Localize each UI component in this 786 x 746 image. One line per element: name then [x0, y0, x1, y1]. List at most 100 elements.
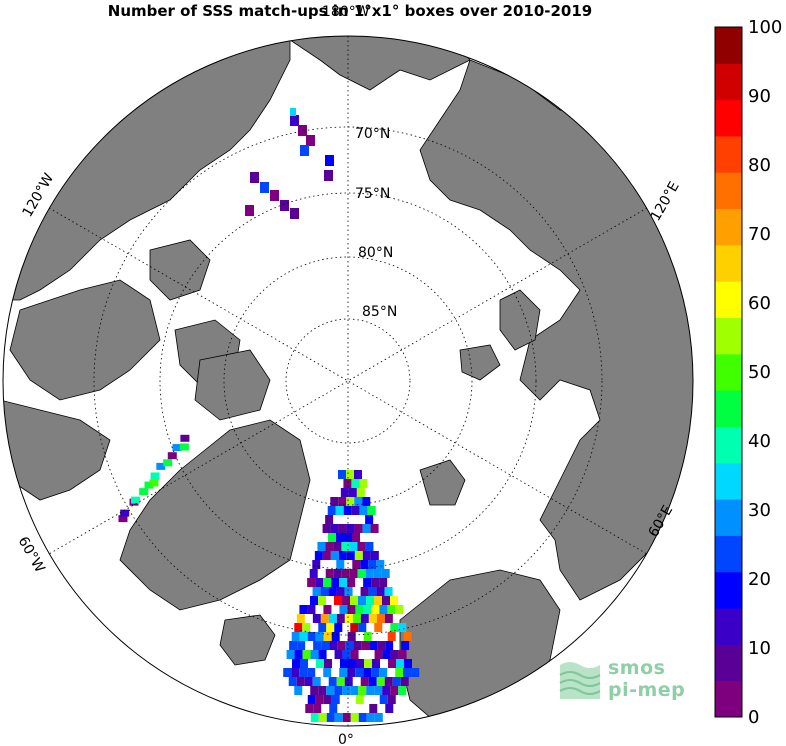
colorbar-tick-label: 30	[748, 500, 771, 521]
matchup-cell	[390, 650, 399, 659]
matchup-cell	[312, 677, 321, 686]
matchup-cell	[314, 551, 323, 560]
matchup-cell	[270, 190, 279, 201]
matchup-cell	[327, 506, 336, 515]
matchup-cell	[341, 569, 350, 578]
matchup-cell	[326, 686, 335, 695]
matchup-cell	[403, 668, 412, 677]
matchup-cell	[328, 587, 337, 596]
matchup-cell	[381, 569, 390, 578]
matchup-cell	[326, 713, 335, 722]
matchup-cell	[390, 686, 399, 695]
land-archipelago-1	[9, 279, 161, 401]
matchup-cell	[368, 677, 377, 686]
matchup-cell	[179, 443, 189, 451]
parallel-85	[285, 318, 411, 444]
matchup-cell	[296, 677, 305, 686]
matchup-cell	[385, 704, 394, 713]
colorbar-swatch	[715, 63, 742, 101]
matchup-cell	[342, 713, 351, 722]
matchup-cell	[323, 605, 332, 614]
matchup-cell	[313, 641, 322, 650]
matchup-cell	[330, 551, 339, 560]
matchup-cell	[307, 632, 316, 641]
matchup-cell	[384, 587, 393, 596]
matchup-cell	[384, 614, 393, 623]
matchup-cell	[363, 632, 372, 641]
matchup-cell	[382, 686, 391, 695]
matchup-cell	[346, 470, 354, 479]
matchup-cell	[338, 524, 347, 533]
matchup-cell	[346, 551, 355, 560]
colorbar-swatch	[715, 244, 742, 282]
matchup-cell	[392, 677, 401, 686]
matchup-cell	[350, 650, 359, 659]
colorbar-swatch	[715, 644, 742, 682]
lat-label-75: 75°N	[355, 186, 390, 202]
matchup-cell	[395, 668, 404, 677]
matchup-cell	[342, 650, 351, 659]
matchup-cell	[374, 623, 383, 632]
matchup-cell	[355, 668, 364, 677]
matchup-cell	[294, 686, 303, 695]
matchup-cell	[382, 650, 391, 659]
matchup-cell	[360, 677, 369, 686]
matchup-cell	[298, 125, 307, 136]
matchup-cell	[163, 459, 173, 467]
matchup-cell	[360, 560, 369, 569]
land-ellesmere	[194, 349, 271, 421]
matchup-cell	[297, 641, 306, 650]
matchup-cell	[359, 479, 368, 488]
matchup-cell	[245, 205, 254, 216]
matchup-cell	[307, 668, 316, 677]
matchup-cell	[305, 704, 314, 713]
matchup-cell	[346, 524, 355, 533]
matchup-cell	[350, 713, 359, 722]
matchup-cell	[363, 605, 372, 614]
matchup-cell	[294, 650, 303, 659]
lon-label-180: 180°W	[322, 4, 370, 20]
matchup-cell	[296, 614, 305, 623]
matchup-cell	[356, 659, 364, 668]
colorbar-tick-label: 60	[748, 293, 771, 314]
matchup-cell	[280, 200, 289, 211]
matchup-cell	[326, 623, 335, 632]
matchup-cell	[344, 587, 353, 596]
matchup-cell	[384, 677, 393, 686]
matchup-cell	[358, 713, 367, 722]
matchup-cell	[302, 623, 311, 632]
matchup-cell	[367, 506, 376, 515]
matchup-cell	[172, 444, 182, 452]
matchup-cell	[376, 677, 385, 686]
logo-waves-icon	[559, 662, 601, 699]
matchup-cell	[365, 515, 374, 524]
matchup-cell	[309, 569, 318, 578]
matchup-cell	[336, 614, 345, 623]
matchup-cell	[312, 614, 321, 623]
matchup-cell	[325, 155, 334, 166]
matchup-cell	[359, 506, 368, 515]
matchup-cell	[304, 677, 313, 686]
matchup-cell	[354, 524, 363, 533]
matchup-cell	[334, 623, 343, 632]
colorbar-swatch	[715, 608, 742, 645]
matchup-cell	[347, 668, 356, 677]
matchup-cell	[361, 641, 370, 650]
matchup-cell	[370, 551, 379, 560]
matchup-cell	[347, 605, 356, 614]
colorbar-swatch	[715, 390, 742, 427]
matchup-cell	[347, 632, 356, 641]
matchup-cell	[329, 641, 338, 650]
matchup-cell	[369, 641, 378, 650]
matchup-cell	[376, 614, 385, 623]
colorbar-swatch	[715, 426, 742, 464]
matchup-cell	[333, 542, 342, 551]
matchup-cell	[398, 650, 407, 659]
matchup-cell	[320, 614, 329, 623]
matchup-cell	[348, 488, 357, 497]
matchup-cell	[401, 641, 410, 650]
matchup-cell	[331, 632, 340, 641]
land-iceland	[219, 614, 276, 666]
matchup-cell	[336, 560, 345, 569]
matchup-cell	[342, 596, 350, 605]
